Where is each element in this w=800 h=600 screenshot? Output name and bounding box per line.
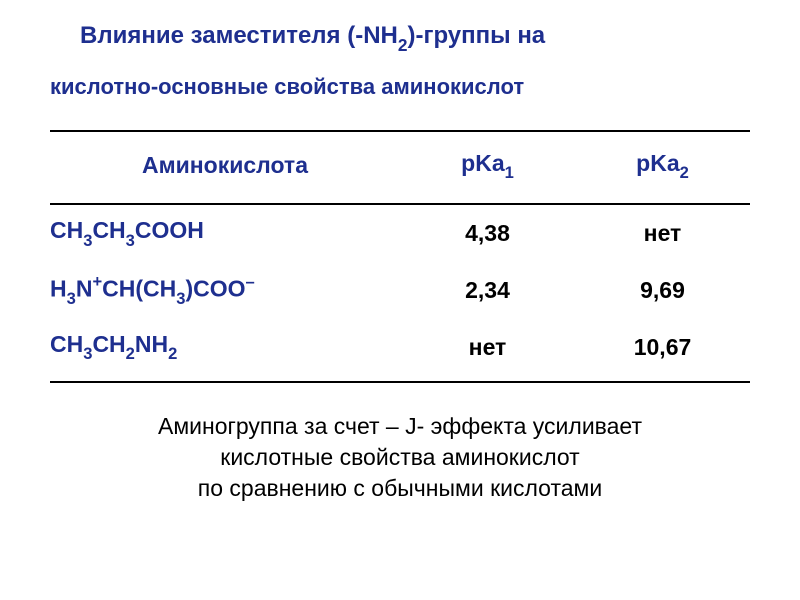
- col-header-pka1: pKa1: [400, 131, 575, 205]
- footer-line: по сравнению с обычными кислотами: [50, 473, 750, 504]
- footer-line: кислотные свойства аминокислот: [50, 442, 750, 473]
- pka2-cell: 9,69: [575, 261, 750, 319]
- page-subtitle: кислотно-основные свойства аминокислот: [50, 74, 750, 100]
- col-header-pka2: pKa2: [575, 131, 750, 205]
- formula-cell: CH3CH3COOH: [50, 204, 400, 261]
- pka2-cell: 10,67: [575, 319, 750, 382]
- formula-cell: CH3CH2NH2: [50, 319, 400, 382]
- footer-line: Аминогруппа за счет – J- эффекта усилива…: [50, 411, 750, 442]
- col-header-compound: Аминокислота: [50, 131, 400, 205]
- table-row: CH3CH3COOH 4,38 нет: [50, 204, 750, 261]
- pka1-cell: 2,34: [400, 261, 575, 319]
- table-header-row: Аминокислота pKa1 pKa2: [50, 131, 750, 205]
- footer-text: Аминогруппа за счет – J- эффекта усилива…: [50, 411, 750, 504]
- pka1-cell: нет: [400, 319, 575, 382]
- table-row: H3N+CH(CH3)COO– 2,34 9,69: [50, 261, 750, 319]
- title-part-1: Влияние заместителя (-NH: [80, 22, 398, 49]
- title-sub: 2: [398, 35, 408, 55]
- pka2-cell: нет: [575, 204, 750, 261]
- formula-cell: H3N+CH(CH3)COO–: [50, 261, 400, 319]
- title-part-2: )-группы на: [407, 22, 545, 49]
- pka-table: Аминокислота pKa1 pKa2 CH3CH3COOH 4,38 н…: [50, 130, 750, 383]
- page-title: Влияние заместителя (-NH2)-группы на: [80, 22, 750, 54]
- table-row: CH3CH2NH2 нет 10,67: [50, 319, 750, 382]
- pka1-cell: 4,38: [400, 204, 575, 261]
